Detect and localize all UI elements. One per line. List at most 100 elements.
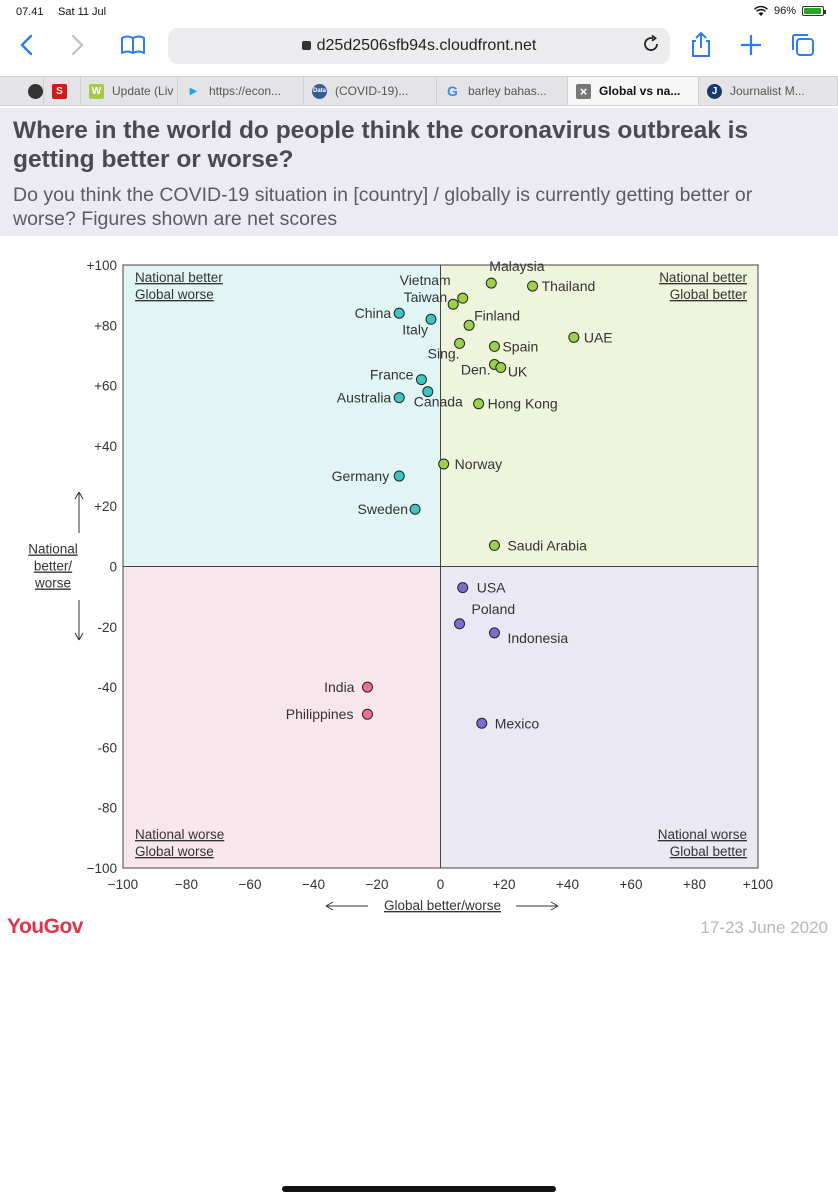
data-point-label: Australia: [337, 390, 392, 406]
x-tick-label: −20: [366, 877, 389, 892]
yougov-logo: YouGov: [7, 915, 83, 938]
share-button[interactable]: [686, 30, 716, 60]
data-point-label: UAE: [584, 329, 613, 345]
chart-area: National better Global worse National bett…: [0, 240, 838, 940]
url-text: d25d2506sfb94s.cloudfront.net: [316, 37, 537, 54]
data-point: [438, 458, 450, 470]
data-point: [488, 340, 500, 352]
data-point: [495, 362, 507, 374]
status-time: 07.41: [16, 6, 44, 18]
data-point: [457, 582, 469, 594]
quadrant-label: National better: [135, 270, 223, 285]
data-point-label: India: [324, 679, 355, 695]
new-tab-button[interactable]: [736, 30, 766, 60]
address-bar[interactable]: d25d2506sfb94s.cloudfront.net: [168, 28, 670, 64]
data-point-label: Mexico: [495, 715, 540, 731]
y-axis-arrowhead-up: [74, 491, 84, 500]
y-tick-label: -20: [97, 620, 117, 635]
globe-icon: [28, 83, 43, 99]
browser-tab[interactable]: Data (COVID-19)...: [304, 77, 437, 105]
data-point: [457, 292, 469, 304]
data-point-label: China: [355, 305, 392, 321]
url-display[interactable]: d25d2506sfb94s.cloudfront.net: [168, 37, 670, 55]
x-axis-arrowhead-left: [325, 901, 334, 911]
data-point: [463, 319, 475, 331]
data-point-label: Thailand: [542, 278, 596, 294]
x-tick-label: −80: [175, 877, 198, 892]
share-icon: [692, 31, 710, 57]
chart-header: Where in the world do people think the c…: [0, 108, 838, 236]
data-point-label: Hong Kong: [488, 396, 558, 412]
y-axis-title: National better/worse: [28, 542, 78, 591]
J-icon: J: [707, 83, 722, 99]
data-point: [415, 374, 427, 386]
tab-label: Update (Liv: [112, 84, 174, 98]
tab-label: Global vs na...: [599, 84, 681, 98]
quadrant-label: Global worse: [135, 287, 214, 302]
data-point-label: Vietnam: [400, 272, 451, 288]
chart-subtitle: Do you think the COVID-19 situation in […: [13, 184, 753, 230]
data-point: [409, 503, 421, 515]
browser-tab[interactable]: [0, 77, 44, 105]
plus-icon: [741, 35, 761, 55]
data-point: [361, 681, 373, 693]
chevron-left-icon: [20, 34, 33, 56]
x-tick-label: +60: [620, 877, 643, 892]
x-tick-label: +20: [493, 877, 516, 892]
reload-button[interactable]: [640, 33, 662, 61]
forward-button[interactable]: [62, 30, 92, 60]
data-point-label: Indonesia: [507, 630, 568, 646]
x-tick-label: +40: [556, 877, 579, 892]
quadrant-label: National worse: [135, 827, 224, 842]
data-point-label: Taiwan: [404, 289, 448, 305]
G-icon: G: [447, 83, 458, 99]
reload-icon: [644, 34, 658, 51]
x-axis-arrowhead-right: [550, 901, 559, 911]
browser-tab[interactable]: ▶ https://econ...: [178, 77, 304, 105]
tabs-overview-button[interactable]: [788, 30, 818, 60]
data-point: [473, 398, 485, 410]
data-point: [447, 298, 459, 310]
lock-icon: [301, 41, 311, 50]
data-point-label: Sweden: [358, 501, 409, 517]
browser-toolbar: d25d2506sfb94s.cloudfront.net: [0, 24, 838, 70]
y-axis-title-line: better/: [34, 559, 73, 574]
tab-label: Journalist M...: [730, 84, 805, 98]
data-point: [393, 470, 405, 482]
data-point: [485, 277, 497, 289]
quadrant-top-left: [123, 265, 441, 567]
y-tick-label: -60: [97, 740, 117, 755]
data-point: [361, 708, 373, 720]
quadrant-bottom-left: [123, 566, 441, 868]
scatter-chart: National better Global worse National bett…: [28, 258, 773, 913]
battery-icon: [802, 6, 826, 16]
quadrant-label: Global better: [670, 844, 748, 859]
browser-tab[interactable]: J Journalist M...: [699, 77, 838, 105]
data-point: [476, 717, 488, 729]
y-axis-arrowhead-down: [74, 632, 84, 641]
back-button[interactable]: [12, 30, 42, 60]
x-tick-label: +80: [683, 877, 706, 892]
status-right: 96%: [754, 5, 826, 17]
book-icon: [121, 35, 145, 54]
browser-tab[interactable]: W Update (Liv: [81, 77, 178, 105]
y-tick-label: +20: [94, 499, 117, 514]
S-icon: S: [52, 83, 67, 99]
data-point: [393, 307, 405, 319]
data-point-label: Sing.: [428, 345, 460, 361]
quadrant-label: National worse: [658, 827, 747, 842]
browser-tab[interactable]: S: [44, 77, 81, 105]
y-tick-label: -40: [97, 680, 117, 695]
x-tick-label: −100: [108, 877, 138, 892]
bookmarks-button[interactable]: [118, 30, 148, 60]
status-date: Sat 11 Jul: [58, 6, 107, 18]
x-tick-label: −40: [302, 877, 325, 892]
data-point: [488, 539, 500, 551]
browser-tab[interactable]: × Global vs na...: [568, 77, 699, 105]
data-point-label: Poland: [472, 601, 516, 617]
Data-icon: Data: [312, 83, 327, 99]
W-icon: W: [89, 83, 104, 99]
data-point: [422, 386, 434, 398]
y-axis-title-line: worse: [34, 576, 71, 591]
